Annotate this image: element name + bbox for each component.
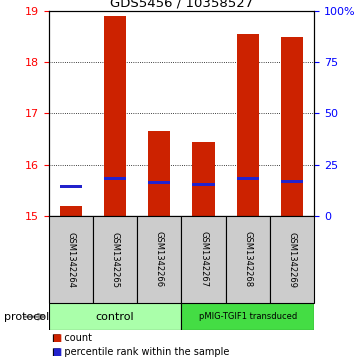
Bar	[226, 216, 270, 303]
Bar	[281, 37, 303, 216]
Bar	[148, 131, 170, 216]
Text: protocol: protocol	[4, 312, 49, 322]
Text: pMIG-TGIF1 transduced: pMIG-TGIF1 transduced	[199, 312, 297, 321]
Bar	[237, 34, 259, 216]
Bar	[104, 177, 126, 180]
Text: GSM1342268: GSM1342268	[243, 232, 252, 287]
Text: GSM1342264: GSM1342264	[66, 232, 75, 287]
Bar	[237, 177, 259, 180]
Text: control: control	[96, 312, 134, 322]
Bar	[270, 216, 314, 303]
Text: ■ percentile rank within the sample: ■ percentile rank within the sample	[52, 347, 230, 357]
Bar	[281, 180, 303, 183]
Bar	[49, 216, 93, 303]
Bar	[104, 16, 126, 216]
Bar	[192, 142, 214, 216]
Bar	[93, 216, 137, 303]
Bar	[60, 185, 82, 188]
Text: ■: ■	[52, 333, 62, 343]
Text: GSM1342265: GSM1342265	[110, 232, 119, 287]
Bar	[49, 303, 181, 330]
Text: ■ count: ■ count	[52, 333, 92, 343]
Title: GDS5456 / 10358527: GDS5456 / 10358527	[110, 0, 253, 10]
Bar	[60, 206, 82, 216]
Bar	[181, 303, 314, 330]
Text: GSM1342266: GSM1342266	[155, 232, 164, 287]
Bar	[148, 181, 170, 184]
Text: ■: ■	[52, 347, 62, 357]
Text: GSM1342267: GSM1342267	[199, 232, 208, 287]
Bar	[192, 183, 214, 186]
Text: GSM1342269: GSM1342269	[287, 232, 296, 287]
Bar	[181, 216, 226, 303]
Bar	[137, 216, 182, 303]
